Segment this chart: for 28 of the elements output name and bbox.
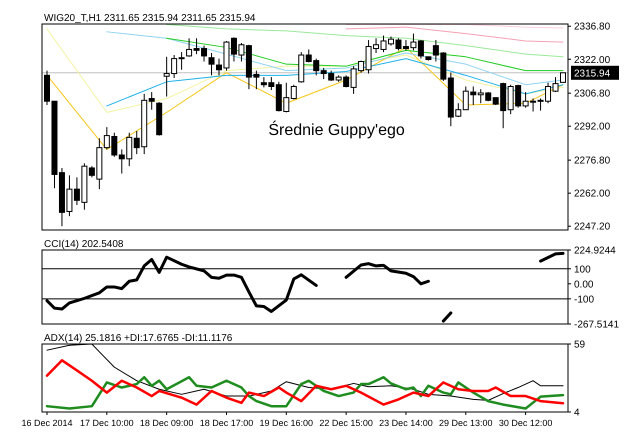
y-tick-label: 2262.00: [574, 188, 611, 200]
x-tick-label: 19 Dec 16:00: [260, 418, 314, 428]
x-tick-label: 18 Dec 09:00: [140, 418, 194, 428]
x-tick-label: 18 Dec 17:00: [200, 418, 254, 428]
x-tick-label: 16 Dec 2014: [21, 418, 73, 428]
y-tick-label: 100: [574, 264, 592, 276]
ref-line-label: 2315.94: [574, 68, 611, 80]
x-tick-label: 30 Dec 12:00: [498, 418, 552, 428]
y-tick-label: -267.5141: [574, 320, 620, 330]
y-tick-label: 2276.80: [574, 156, 611, 167]
y-tick-label: 4: [574, 408, 580, 418]
y-tick-label: 2247.20: [574, 222, 611, 233]
x-tick-label: 17 Dec 10:00: [80, 418, 134, 428]
x-tick-label: 23 Dec 14:00: [379, 418, 433, 428]
y-tick-label: 2336.80: [574, 22, 611, 33]
chart-title: CCI(14) 202.5408: [44, 239, 124, 250]
y-tick-label: 2322.00: [574, 54, 611, 66]
y-tick-label: 2306.80: [574, 88, 611, 100]
y-tick-label: 2292.00: [574, 122, 611, 133]
y-tick-label: 224.9244: [574, 246, 616, 256]
chart-title: ADX(14) 25.1816 +DI:17.6765 -DI:11.1176: [44, 333, 233, 344]
annotation: Średnie Guppy'ego: [268, 120, 405, 140]
chart-title: WIG20_T,H1 2311.65 2315.94 2311.65 2315.94: [44, 13, 256, 24]
y-tick-label: -100: [574, 294, 594, 306]
y-tick-label: 59: [574, 340, 586, 350]
x-tick-label: 22 Dec 15:00: [319, 418, 373, 428]
x-tick-label: 29 Dec 13:00: [439, 418, 493, 428]
y-tick-label: 0.00: [574, 279, 594, 290]
